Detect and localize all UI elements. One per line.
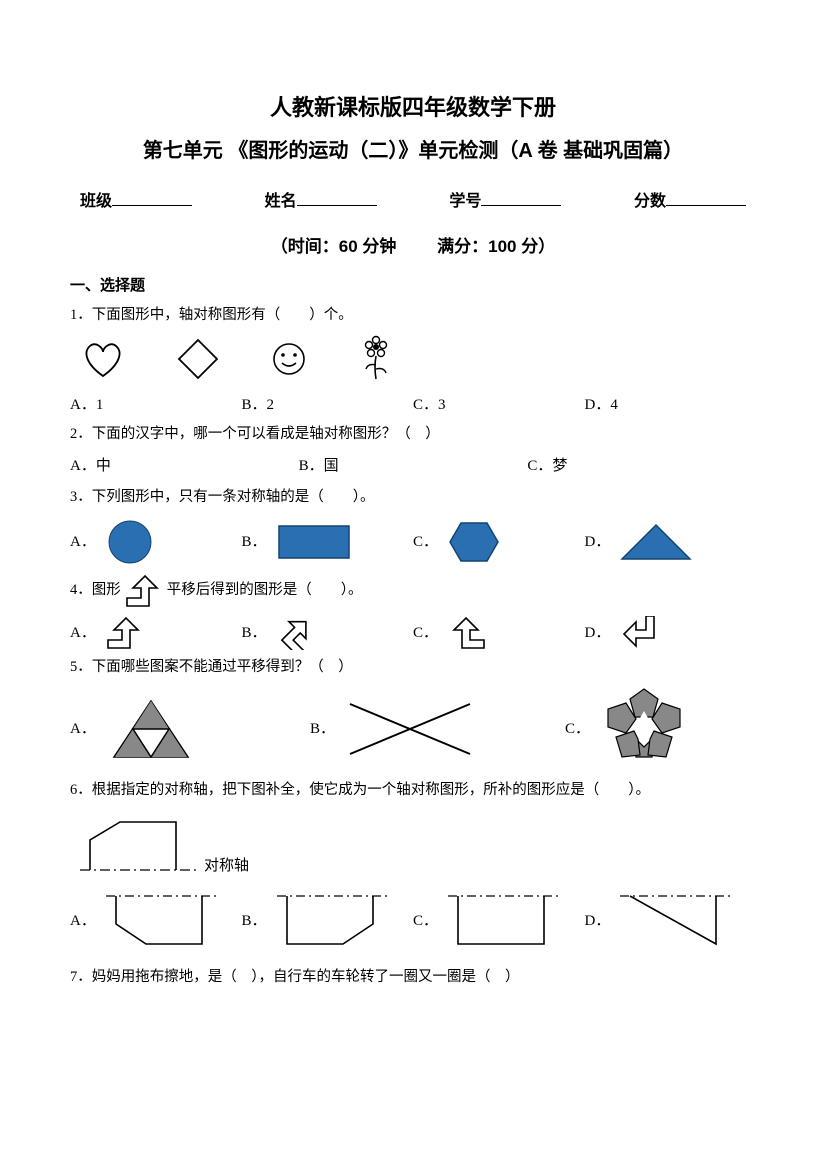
name-label: 姓名: [265, 193, 297, 210]
circle-shape: [106, 518, 154, 566]
timing-row: （时间：60 分钟 满分：100 分）: [70, 233, 756, 260]
q3-text: 3．下列图形中，只有一条对称轴的是（ ）。: [70, 486, 756, 509]
score-label: 分数: [634, 193, 666, 210]
student-info-row: 班级 姓名 学号 分数: [80, 189, 746, 215]
q6-text: 6．根据指定的对称轴，把下图补全，使它成为一个轴对称图形，所补的图形应是（ ）。: [70, 779, 756, 802]
q6-opt-a[interactable]: A．: [70, 888, 242, 954]
pentagons-star: [600, 687, 688, 771]
q4-options: A． B． C． D．: [70, 616, 756, 650]
smiley-icon: [270, 340, 308, 378]
triangle-shape: [620, 522, 692, 562]
hexagon-shape: [448, 519, 500, 565]
q1-text: 1．下面图形中，轴对称图形有（ ）个。: [70, 304, 756, 327]
q4-opt-d[interactable]: D．: [585, 616, 757, 650]
q7-text: 7．妈妈用拖布擦地，是（ ），自行车的车轮转了一圈又一圈是（ ）: [70, 966, 756, 989]
title-line2: 第七单元 《图形的运动（二）》单元检测（A 卷 基础巩固篇）: [70, 135, 756, 167]
q5-options: A． B． C．: [70, 687, 756, 771]
flower-icon: [358, 335, 394, 383]
q6-shape-c: [448, 888, 558, 954]
rectangle-shape: [277, 522, 351, 562]
q1-options: A．1 B．2 C．3 D．4: [70, 393, 756, 417]
arrow-d: [620, 616, 658, 650]
q6-figure: 对称轴: [80, 810, 756, 882]
q4-text: 4．图形 平移后得到的图形是（ ）。: [70, 574, 756, 608]
name-blank[interactable]: [297, 190, 377, 206]
q6-shape-d: [620, 888, 730, 954]
q1-opt-d[interactable]: D．4: [585, 393, 757, 417]
q2-text: 2．下面的汉字中，哪一个可以看成是轴对称图形？（ ）: [70, 423, 756, 446]
q4-opt-c[interactable]: C．: [413, 616, 585, 650]
q6-options: A． B． C． D．: [70, 888, 756, 954]
arrow-b: [277, 616, 315, 650]
q6-opt-c[interactable]: C．: [413, 888, 585, 954]
q4-opt-b[interactable]: B．: [242, 616, 414, 650]
arrow-upleft-original: [125, 574, 163, 608]
q5-text: 5．下面哪些图案不能通过平移得到？（ ）: [70, 656, 756, 679]
q4-opt-a[interactable]: A．: [70, 616, 242, 650]
q2-opt-b[interactable]: B．国: [299, 454, 528, 478]
id-blank[interactable]: [481, 190, 561, 206]
q1-opt-c[interactable]: C．3: [413, 393, 585, 417]
q2-opt-c[interactable]: C．梦: [527, 454, 756, 478]
section-1-header: 一、选择题: [70, 274, 756, 298]
arrow-c: [448, 616, 486, 650]
q6-trapezoid: [80, 810, 200, 882]
id-label: 学号: [449, 193, 481, 210]
q6-shape-b: [277, 888, 387, 954]
axis-label: 对称轴: [204, 854, 249, 878]
q1-figures: [80, 335, 756, 383]
q3-options: A． B． C． D．: [70, 518, 756, 566]
q6-opt-b[interactable]: B．: [242, 888, 414, 954]
q5-opt-a[interactable]: A．: [70, 697, 220, 761]
arrow-a: [106, 616, 144, 650]
triangles-pattern: [106, 697, 196, 761]
q6-shape-a: [106, 888, 216, 954]
diamond-icon: [176, 337, 220, 381]
q3-opt-a[interactable]: A．: [70, 518, 242, 566]
q1-opt-a[interactable]: A．1: [70, 393, 242, 417]
score-blank[interactable]: [666, 190, 746, 206]
class-blank[interactable]: [112, 190, 192, 206]
time-text: （时间：60 分钟: [271, 237, 397, 256]
class-label: 班级: [80, 193, 112, 210]
q3-opt-d[interactable]: D．: [585, 522, 757, 562]
fullscore-text: 满分：100 分）: [437, 237, 555, 256]
q5-opt-c[interactable]: C．: [565, 687, 715, 771]
q5-opt-b[interactable]: B．: [310, 699, 475, 759]
heart-icon: [80, 338, 126, 380]
q3-opt-b[interactable]: B．: [242, 522, 414, 562]
q3-opt-c[interactable]: C．: [413, 519, 585, 565]
q2-options: A．中 B．国 C．梦: [70, 454, 756, 478]
title-line1: 人教新课标版四年级数学下册: [70, 90, 756, 125]
q6-opt-d[interactable]: D．: [585, 888, 757, 954]
curves-pattern: [345, 699, 475, 759]
q1-opt-b[interactable]: B．2: [242, 393, 414, 417]
q2-opt-a[interactable]: A．中: [70, 454, 299, 478]
